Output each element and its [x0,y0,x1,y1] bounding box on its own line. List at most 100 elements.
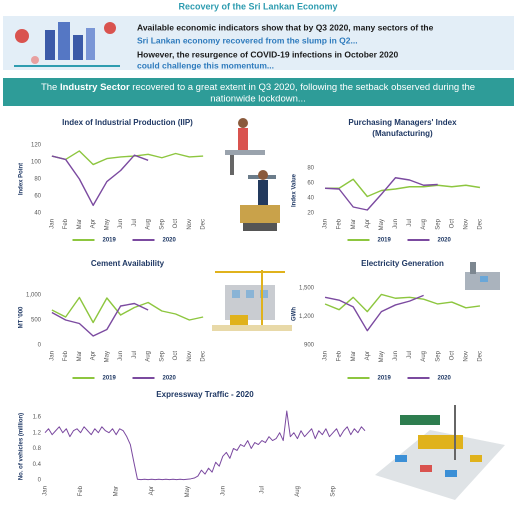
x-tick-label: Mar [351,351,357,361]
header-line: Sri Lankan economy recovered from the sl… [137,35,358,45]
header-line: However, the resurgence of COVID-19 infe… [137,49,398,59]
legend-label: 2020 [438,376,452,382]
y-tick-label: 0 [38,343,42,349]
y-tick-label: 500 [31,318,42,324]
banner-text: The Industry Sector recovered to a great… [41,82,475,93]
x-tick-label: Jan [43,486,49,496]
x-tick-label: Aug [146,219,152,230]
x-tick-label: Nov [463,351,469,362]
y-tick-label: 80 [307,166,314,172]
x-tick-label: Feb [337,350,343,361]
y-axis-label: Index Value [292,173,298,207]
banner-prefix: The [41,82,57,93]
header-line: Available economic indicators show that … [137,22,434,32]
x-tick-label: Apr [149,486,155,495]
page-title: Recovery of the Sri Lankan Economy [178,1,337,11]
series-line [51,154,149,207]
legend-label: 2019 [378,376,392,382]
x-tick-label: Feb [63,218,69,229]
y-axis-label: Index Point [19,163,25,195]
y-axis-label: No. of vehicles (million) [19,413,25,480]
series-line [325,178,481,198]
x-tick-label: Jul [259,486,265,494]
series-line [51,150,204,166]
x-tick-label: Jun [220,486,226,496]
x-tick-label: Dec [478,219,484,230]
x-tick-label: Apr [365,219,371,228]
x-tick-label: Dec [201,351,207,362]
y-tick-label: 40 [34,211,41,217]
x-tick-label: Sep [435,350,441,361]
x-tick-label: Mar [114,486,120,496]
x-tick-label: Jan [49,219,55,229]
y-tick-label: 40 [307,196,314,202]
header-line: could challenge this momentum... [137,60,274,70]
banner-bold: Industry Sector [60,82,130,93]
x-tick-label: Nov [187,219,193,230]
y-tick-label: 0 [38,478,42,484]
x-tick-label: May [379,351,385,362]
x-tick-label: Sep [159,218,165,229]
traffic-illustration [375,405,505,500]
x-tick-label: Sep [331,485,337,496]
series-line [324,293,481,313]
x-tick-label: May [185,486,191,497]
header-illustration [14,22,120,67]
y-tick-label: 1.6 [33,415,42,421]
x-tick-label: Apr [91,219,97,228]
x-tick-label: Jul [407,219,413,227]
series-line [51,296,204,324]
x-tick-label: Feb [63,350,69,361]
series-line [44,410,366,481]
x-tick-label: Jul [132,351,138,359]
x-tick-label: Jan [49,351,55,361]
x-tick-label: Dec [478,351,484,362]
x-tick-label: Oct [173,351,179,361]
factory-illustration [465,262,500,290]
x-tick-label: Jan [323,219,329,229]
x-tick-label: Nov [187,351,193,362]
chart-title: Expressway Traffic - 2020 [156,390,254,399]
y-tick-label: 120 [31,143,42,149]
chart-title: Electricity Generation [361,259,444,268]
x-tick-label: Jun [118,351,124,361]
x-tick-label: Apr [91,351,97,360]
y-tick-label: 1,200 [299,314,315,320]
chart-title: Index of Industrial Production (IIP) [62,118,193,127]
series-line [324,294,424,332]
chart-subtitle: (Manufacturing) [372,129,433,138]
x-tick-label: Dec [201,219,207,230]
x-tick-label: Mar [77,219,83,229]
series-line [325,177,438,211]
construction-illustration [212,270,292,331]
y-tick-label: 20 [307,211,314,217]
x-tick-label: Oct [173,219,179,229]
x-tick-label: Aug [295,486,301,497]
x-tick-label: May [379,219,385,230]
y-axis-label: MT '000 [19,306,25,328]
legend-label: 2019 [378,238,392,244]
y-tick-label: 1,500 [299,285,315,291]
x-tick-label: Aug [421,219,427,230]
legend-label: 2019 [103,238,117,244]
legend-label: 2020 [163,238,177,244]
y-tick-label: 0.4 [33,462,42,468]
x-tick-label: Oct [449,351,455,361]
x-tick-label: Oct [449,219,455,229]
series-line [51,302,149,337]
banner-rest: recovered to a great extent in Q3 2020, … [132,82,475,93]
y-tick-label: 0.8 [33,446,42,452]
x-tick-label: Feb [78,485,84,496]
worker-illustration [225,118,280,231]
y-tick-label: 60 [307,181,314,187]
x-tick-label: Mar [77,351,83,361]
x-tick-label: Apr [365,351,371,360]
x-tick-label: Jul [132,219,138,227]
legend-label: 2020 [163,376,177,382]
x-tick-label: May [104,219,110,230]
x-tick-label: Sep [159,350,165,361]
chart-title: Cement Availability [91,259,165,268]
x-tick-label: Feb [337,218,343,229]
chart-title: Purchasing Managers' Index [348,118,457,127]
